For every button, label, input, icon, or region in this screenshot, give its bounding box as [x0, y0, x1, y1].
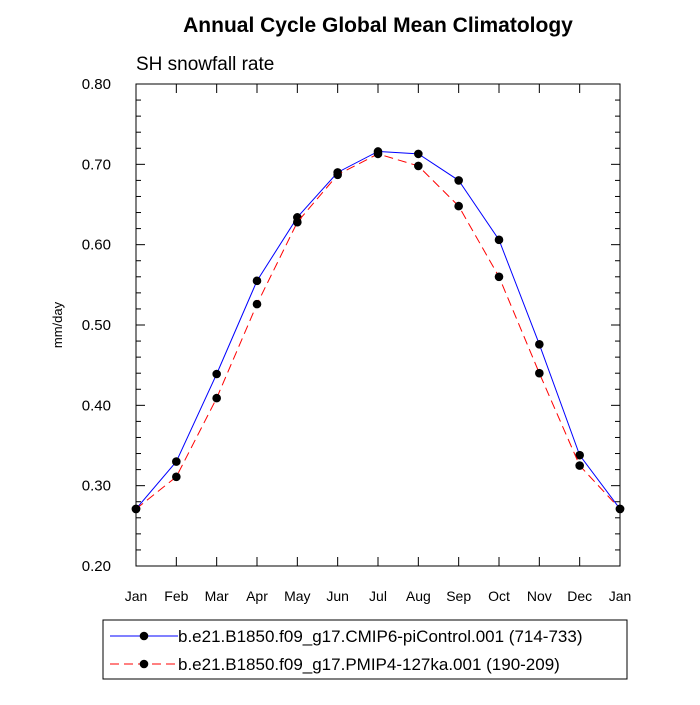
x-tick-label: Feb — [164, 588, 188, 604]
data-point — [252, 299, 262, 309]
data-point — [414, 149, 423, 159]
y-tick-label: 0.30 — [82, 478, 111, 495]
x-tick-label: Jan — [609, 588, 632, 604]
data-point — [454, 201, 463, 211]
plot-frame — [135, 83, 621, 567]
x-tick-label: Aug — [406, 588, 431, 604]
data-point — [575, 450, 584, 460]
x-tick-label: Oct — [488, 588, 510, 604]
axis-ticks: Jan Feb Mar Apr May Jun Jul Aug Sep Oct Nov Dec Jan 0… — [82, 76, 631, 604]
data-point — [252, 276, 262, 286]
y-tick-label: 0.60 — [82, 237, 111, 254]
series-line — [135, 150, 621, 510]
x-tick-label: Jun — [326, 588, 349, 604]
x-tick-label: Apr — [246, 588, 268, 604]
chart-subtitle: SH snowfall rate — [136, 54, 274, 75]
legend-label: b.e21.B1850.f09_g17.PMIP4-127ka.001 (190… — [178, 655, 560, 674]
y-tick-label: 0.80 — [82, 76, 111, 93]
x-tick-label: Jul — [369, 588, 387, 604]
data-point — [454, 176, 463, 185]
y-tick-label: 0.40 — [82, 397, 111, 414]
series-layer — [131, 147, 625, 514]
x-tick-label: Dec — [567, 588, 592, 604]
x-tick-label: May — [284, 588, 310, 604]
series-2 — [131, 149, 625, 514]
legend-marker — [139, 659, 149, 669]
data-point — [373, 149, 383, 159]
data-point — [212, 369, 221, 379]
data-point — [494, 235, 504, 245]
data-point — [575, 461, 584, 470]
data-point — [333, 170, 342, 180]
legend-label: b.e21.B1850.f09_g17.CMIP6-piControl.001 … — [178, 627, 583, 646]
x-tick-label: Jan — [125, 588, 148, 604]
chart-title: Annual Cycle Global Mean Climatology — [183, 14, 573, 37]
series-1 — [131, 147, 625, 514]
data-point — [212, 393, 221, 403]
series-line — [135, 153, 621, 510]
legend: b.e21.B1850.f09_g17.CMIP6-piControl.001 … — [102, 619, 628, 680]
y-axis-label: mm/day — [50, 301, 65, 348]
data-point — [494, 272, 504, 282]
y-tick-label: 0.20 — [82, 558, 111, 575]
x-tick-label: Nov — [527, 588, 552, 604]
data-point — [535, 368, 544, 378]
data-point — [414, 161, 423, 171]
y-tick-label: 0.70 — [82, 156, 111, 173]
legend-marker — [139, 631, 149, 641]
x-tick-label: Sep — [446, 588, 471, 604]
data-point — [293, 217, 302, 227]
data-point — [535, 339, 544, 349]
data-point — [172, 457, 181, 466]
x-tick-label: Mar — [205, 588, 229, 604]
legend-box — [102, 619, 628, 680]
y-tick-label: 0.50 — [82, 317, 111, 334]
data-point — [172, 472, 181, 482]
